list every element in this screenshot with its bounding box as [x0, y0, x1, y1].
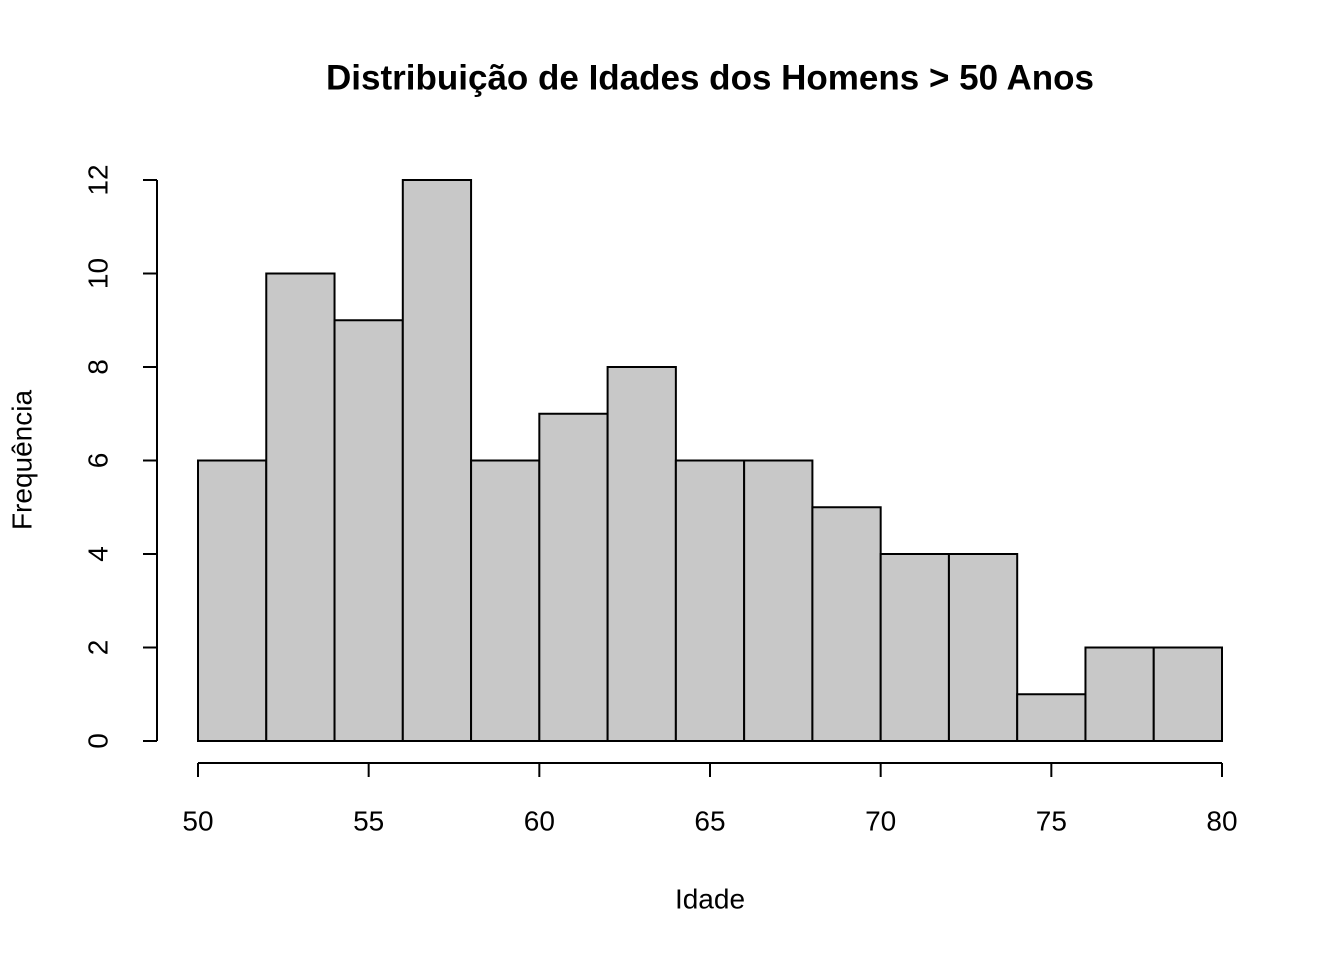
- bar: [401, 179, 473, 742]
- bar: [811, 506, 882, 742]
- y-tick-label: 2: [82, 640, 113, 656]
- bar: [197, 459, 268, 742]
- y-tick-label: 0: [82, 733, 113, 749]
- y-tick-label: 8: [82, 359, 113, 375]
- x-tick-label: 60: [524, 805, 555, 836]
- x-tick-label: 70: [865, 805, 896, 836]
- bar: [674, 459, 746, 742]
- bar: [265, 272, 336, 742]
- y-tick-label: 10: [82, 258, 113, 289]
- bar: [1152, 646, 1223, 742]
- y-tick-label: 4: [82, 546, 113, 562]
- bar: [606, 366, 677, 742]
- y-axis-label: Frequência: [6, 390, 37, 531]
- bar: [1016, 693, 1087, 742]
- x-tick-label: 50: [182, 805, 213, 836]
- bar: [947, 553, 1019, 742]
- bar: [470, 459, 541, 742]
- bar: [333, 319, 404, 742]
- x-tick-label: 65: [694, 805, 725, 836]
- bar: [538, 412, 609, 742]
- bar: [1084, 646, 1155, 742]
- chart-title: Distribuição de Idades dos Homens > 50 A…: [326, 58, 1094, 97]
- y-tick-label: 6: [82, 453, 113, 469]
- bar: [879, 553, 950, 742]
- x-tick-label: 80: [1206, 805, 1237, 836]
- bar: [743, 459, 814, 742]
- y-tick-label: 12: [82, 164, 113, 195]
- x-tick-label: 55: [353, 805, 384, 836]
- x-tick-label: 75: [1036, 805, 1067, 836]
- x-axis-label: Idade: [675, 883, 745, 914]
